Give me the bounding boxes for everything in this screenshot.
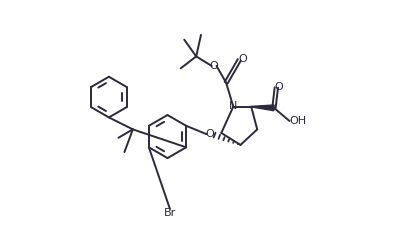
Text: O: O	[209, 61, 218, 71]
Text: O: O	[205, 129, 213, 139]
Text: OH: OH	[289, 116, 306, 126]
Text: N: N	[229, 101, 237, 111]
Polygon shape	[251, 105, 273, 111]
Text: O: O	[237, 54, 246, 64]
Text: Br: Br	[163, 208, 176, 218]
Text: O: O	[274, 82, 283, 92]
